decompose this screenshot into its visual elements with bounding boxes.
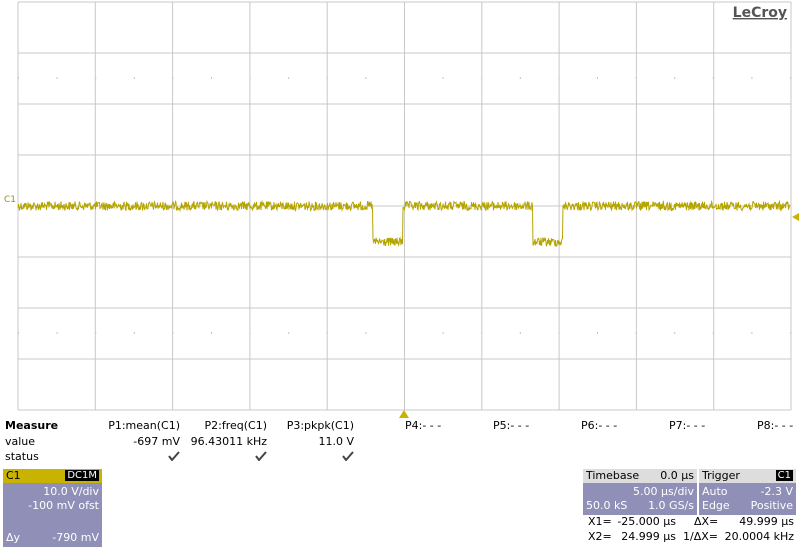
param-value: 96.43011 kHz (190, 435, 267, 448)
trigger-slope: Positive (750, 499, 793, 512)
channel-box: C1 DC1M 10.0 V/div -100 mV ofst Δy -790 … (3, 469, 102, 547)
dy-label: Δy (6, 531, 21, 544)
param-name: P7:- - - (669, 419, 706, 432)
waveform (17, 199, 791, 247)
trigger-header: Trigger C1 (699, 469, 796, 483)
row-label: value (5, 435, 36, 448)
cursor-label: ΔX= (694, 515, 719, 528)
rate: 1.0 GS/s (648, 499, 694, 512)
channel-marker: C1 (4, 195, 16, 205)
cursor-value: 49.999 µs (739, 515, 794, 528)
brand: LeCroy (733, 5, 787, 21)
trigger-level-arrow (792, 213, 799, 221)
param-value: 11.0 V (318, 435, 354, 448)
param-name: P3:pkpk(C1) (286, 419, 354, 432)
trigger-source: C1 (775, 470, 793, 481)
samples: 50.0 kS (586, 499, 628, 512)
param-value: -697 mV (133, 435, 180, 448)
cursor-label: 1/ΔX= (683, 530, 718, 543)
param-name: P5:- - - (493, 419, 530, 432)
param-name: P1:mean(C1) (108, 419, 180, 432)
trigger-position-arrow (399, 410, 409, 418)
check-icon (342, 451, 354, 462)
status-check (342, 451, 354, 462)
param-name: P2:freq(C1) (204, 419, 267, 432)
trigger-title: Trigger (702, 469, 740, 482)
cursor-value: -25.000 µs (617, 515, 676, 528)
param-name: P8:- - - (757, 419, 794, 432)
row-label: status (5, 450, 39, 463)
vdiv: 10.0 V/div (43, 485, 99, 498)
trigger-level: -2.3 V (760, 485, 793, 498)
delay: 0.0 µs (660, 469, 694, 482)
status-check (255, 451, 267, 462)
trigger-type: Edge (702, 499, 730, 512)
timebase-title: Timebase (586, 469, 640, 482)
measure-title: Measure (5, 419, 59, 432)
dy: -790 mV (52, 531, 99, 544)
check-icon (168, 451, 180, 462)
channel-header: C1 DC1M (3, 469, 102, 483)
cursor-value: 20.0004 kHz (724, 530, 794, 543)
status-check (168, 451, 180, 462)
cursor-label: X1= (588, 515, 612, 528)
timebase-box: Timebase 0.0 µs 5.00 µs/div 50.0 kS 1.0 … (583, 469, 697, 515)
offset: -100 mV ofst (28, 499, 99, 512)
timebase-header: Timebase 0.0 µs (583, 469, 697, 483)
display: LeCroy C1 (4, 1, 799, 418)
coupling: DC1M (65, 470, 99, 481)
trigger-box: Trigger C1 Auto -2.3 V Edge Positive (699, 469, 796, 515)
check-icon (255, 451, 267, 462)
param-name: P6:- - - (581, 419, 618, 432)
cursor-value: 24.999 µs (621, 530, 676, 543)
cursor-label: X2= (588, 530, 612, 543)
param-name: P4:- - - (405, 419, 442, 432)
channel-name: C1 (6, 469, 21, 482)
trigger-mode: Auto (702, 485, 728, 498)
tdiv: 5.00 µs/div (633, 485, 694, 498)
